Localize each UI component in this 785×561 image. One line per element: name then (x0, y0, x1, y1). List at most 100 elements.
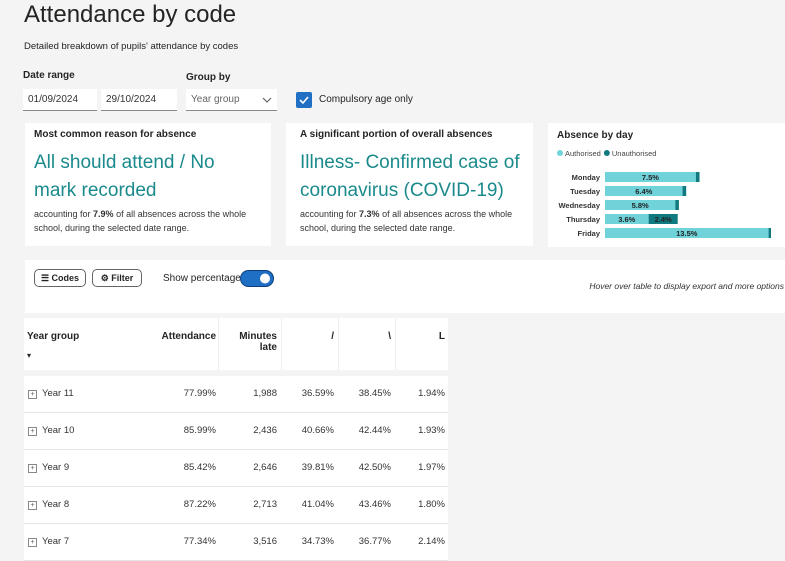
row-label: Year 7 (42, 536, 70, 547)
text: accounting for (300, 209, 360, 219)
absence-chart: Absence by day Authorised Unauthorised Mon… (548, 123, 785, 247)
column-divider (218, 318, 219, 370)
filter-button[interactable]: ⚙ Filter (92, 269, 142, 287)
cell: 3,516 (253, 536, 277, 547)
legend-marker (557, 150, 563, 156)
codes-button[interactable]: ☰ Codes (34, 269, 86, 287)
category-label: Monday (572, 173, 601, 182)
data-label: 7.5% (642, 173, 659, 182)
checkbox-label: Compulsory age only (319, 94, 413, 105)
toggle[interactable] (240, 270, 274, 287)
date-range-label: Date range (23, 70, 75, 81)
hint: Hover over table to display export and m… (589, 281, 784, 291)
cell: 1.93% (418, 425, 445, 436)
cell: 42.50% (358, 462, 391, 473)
legend-marker (603, 150, 610, 156)
cell: 2,436 (253, 425, 277, 436)
category-label: Wednesday (558, 201, 600, 210)
card-headline: All should attend / No mark recorded (34, 152, 215, 201)
chart-title: Absence by day (557, 130, 634, 141)
cell: 1.94% (418, 388, 445, 399)
category-label: Thursday (566, 215, 601, 224)
table-row: + Year 7 77.34% 3,516 34.73% 36.77% 2.14% (24, 524, 448, 561)
column-header: \ (388, 331, 391, 342)
row-label: Year 9 (42, 462, 70, 473)
row-label: Year 10 (42, 425, 75, 436)
end-date[interactable]: 29/10/2024 (101, 89, 177, 111)
highlight: 7.3% (359, 209, 380, 219)
column-header: Attendance (161, 331, 216, 342)
cell: 2,713 (253, 499, 277, 510)
cell: 42.44% (358, 425, 391, 436)
start-date[interactable]: 01/09/2024 (23, 89, 97, 111)
cell: 38.45% (358, 388, 391, 399)
cell: 41.04% (301, 499, 334, 510)
toolbar: ☰ Codes ⚙ Filter Show percentage Hover o… (25, 260, 785, 313)
cell: 85.42% (183, 462, 216, 473)
cell: 34.73% (301, 536, 334, 547)
expand-icon: + (28, 501, 37, 510)
cell: 36.59% (301, 388, 334, 399)
data-label: 13.5% (676, 229, 698, 238)
group-by-select[interactable]: Year group (186, 89, 277, 111)
column-divider (281, 318, 282, 370)
sort-icon: ▾ (27, 351, 32, 360)
cell: 77.34% (183, 536, 216, 547)
row-label: Year 11 (42, 388, 74, 399)
category-label: Tuesday (570, 187, 601, 196)
data-label: 5.8% (632, 201, 649, 210)
legend-label: Authorised (565, 149, 601, 158)
cell: 36.77% (358, 536, 391, 547)
bar (605, 228, 769, 238)
expand-icon: + (28, 538, 37, 547)
card: A significant portion of overall absence… (286, 123, 533, 246)
toggle-label: Show percentage (163, 273, 241, 284)
text: of all absences across the whole school,… (300, 209, 513, 233)
bar (605, 214, 649, 224)
column-header: L (438, 331, 445, 342)
bar (648, 214, 678, 224)
expand-icon: + (28, 427, 37, 436)
text: accounting for (34, 209, 94, 219)
cell: 2.14% (418, 536, 445, 547)
cell: 85.99% (183, 425, 216, 436)
cell: 87.22% (183, 499, 216, 510)
card-title: Most common reason for absence (34, 129, 197, 140)
card-headline: Illness- Confirmed case of coronavirus (… (300, 152, 520, 201)
table-row: + Year 8 87.22% 2,713 41.04% 43.46% 1.80% (24, 487, 448, 524)
table-row: + Year 11 77.99% 1,988 36.59% 38.45% 1.94% (24, 376, 448, 413)
column-header: Year group (27, 331, 80, 342)
expand-icon: + (28, 390, 37, 399)
data-label: 3.6% (618, 215, 635, 224)
cell: 2,646 (253, 462, 277, 473)
bar (605, 172, 696, 182)
column-header: Minutes late (239, 331, 277, 353)
button-label: Filter (111, 273, 134, 283)
cell: 43.46% (358, 499, 391, 510)
row-label: Year 8 (42, 499, 70, 510)
cell: 1,988 (253, 388, 277, 399)
table: Year group Attendance Minutes late / \ L ▾ + Yea… (24, 318, 448, 561)
cell: 40.66% (301, 425, 334, 436)
expand-icon: + (28, 464, 37, 473)
highlight: 7.9% (93, 209, 114, 219)
table-header: Year group Attendance Minutes late / \ L ▾ (24, 318, 448, 370)
bar (682, 186, 687, 196)
bar (675, 200, 679, 210)
data-label: 2.4% (655, 215, 672, 224)
subtitle: Detailed breakdown of pupils' attendance… (24, 41, 239, 52)
column-divider (395, 318, 396, 370)
checkbox[interactable] (296, 92, 312, 108)
card-text: accounting for 7.3% of all absences acro… (300, 207, 530, 235)
card-title: A significant portion of overall absence… (300, 129, 493, 140)
bar (605, 200, 676, 210)
column-divider (338, 318, 339, 370)
column-header: / (331, 331, 334, 342)
data-label: 6.4% (635, 187, 652, 196)
legend-label: Unauthorised (612, 149, 657, 158)
bar (605, 186, 683, 196)
bar (695, 172, 700, 182)
table-body: + Year 11 77.99% 1,988 36.59% 38.45% 1.94% + Yea… (24, 376, 448, 561)
bar (768, 228, 771, 238)
